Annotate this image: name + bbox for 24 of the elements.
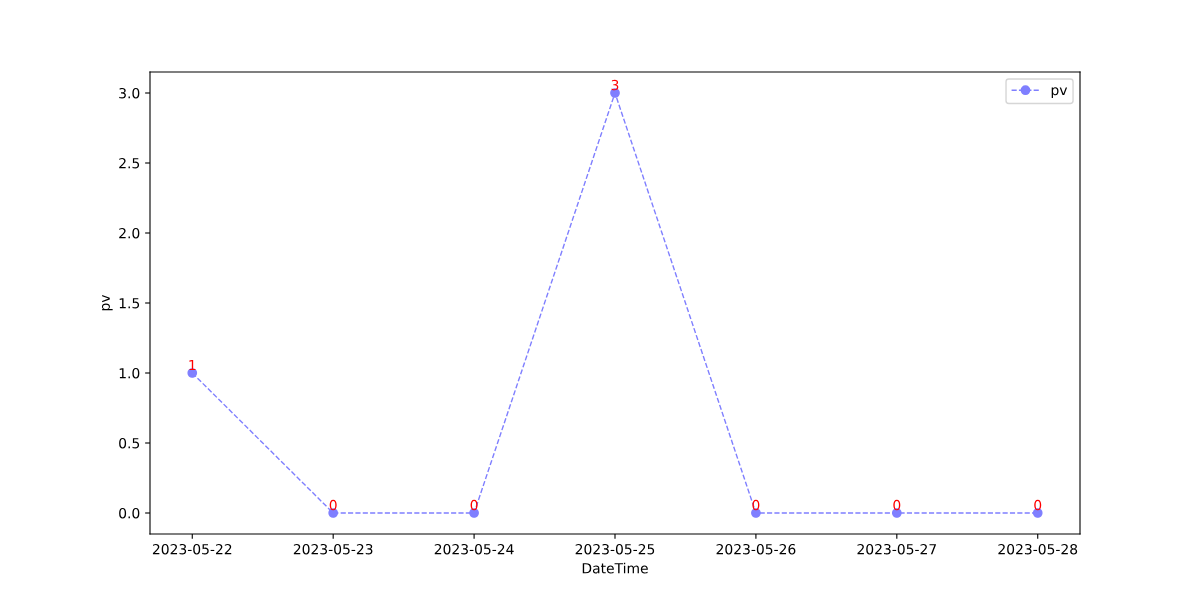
y-tick-label: 1.5 [119,298,140,309]
x-axis-title: DateTime [582,562,648,574]
data-label: 0 [470,499,478,511]
data-label: 1 [189,359,196,371]
x-tick-label: 2023-05-26 [716,543,796,555]
data-label: 0 [329,499,337,511]
y-axis-title: pv [101,294,113,311]
x-tick-label: 2023-05-24 [434,543,514,555]
data-label: 0 [752,499,760,511]
x-tick-label: 2023-05-25 [575,543,655,555]
legend-label: pv [1051,87,1068,98]
y-tick-label: 0.5 [119,437,140,449]
x-tick-label: 2023-05-23 [293,543,373,555]
y-tick-label: 2.5 [119,157,140,169]
x-tick-label: 2023-05-22 [152,543,232,555]
y-tick-label: 0.0 [119,507,140,519]
data-label: 0 [893,499,901,511]
data-label: 3 [611,79,619,91]
y-tick-label: 2.0 [119,227,140,239]
x-tick-label: 2023-05-28 [998,543,1078,555]
x-tick-label: 2023-05-27 [857,543,936,555]
y-tick-label: 1.0 [119,367,140,379]
y-tick-label: 3.0 [119,87,140,99]
data-label: 0 [1034,499,1042,511]
